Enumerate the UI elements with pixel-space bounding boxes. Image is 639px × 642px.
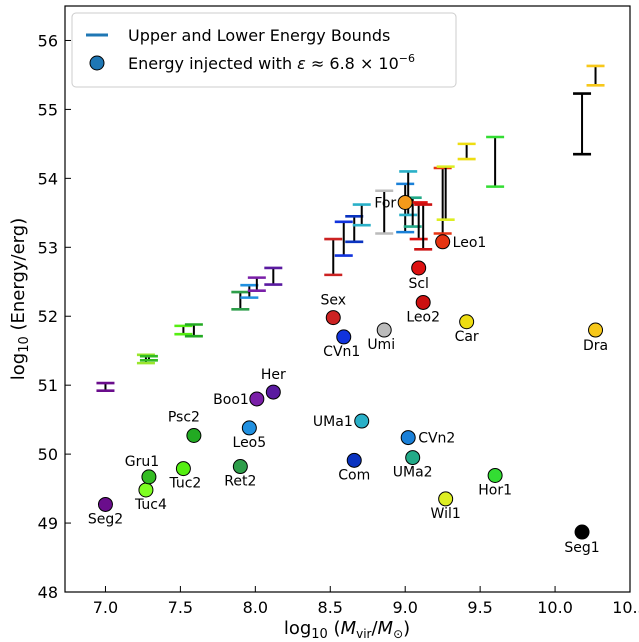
x-tick-label: 8.0 [243, 598, 268, 617]
point-label: Tuc2 [168, 476, 201, 492]
y-tick-label: 51 [38, 376, 58, 395]
point-label: Gru1 [125, 454, 159, 470]
point-cvn1 [336, 329, 352, 345]
energy-bound-bar [486, 135, 505, 188]
point-label: Psc2 [168, 410, 200, 426]
point-label: UMa2 [393, 465, 433, 481]
point-uma1 [354, 413, 370, 429]
point-scl [411, 260, 427, 276]
energy-bound-bar [586, 64, 605, 87]
y-axis-label: log10 (Energy/erg) [8, 218, 32, 380]
point-label: Seg2 [88, 511, 123, 527]
point-label: Car [455, 329, 479, 345]
point-sex [325, 310, 341, 326]
point-her [265, 384, 281, 400]
point-label: UMa1 [313, 414, 353, 430]
point-label: CVn2 [418, 431, 455, 447]
point-leo1 [435, 234, 451, 250]
point-cvn2 [400, 430, 416, 446]
y-tick-label: 48 [38, 583, 58, 602]
point-leo2 [415, 294, 431, 310]
energy-bound-bar [174, 324, 193, 336]
point-wil1 [438, 491, 454, 507]
point-umi [376, 322, 392, 338]
x-tick-label: 7.5 [168, 598, 193, 617]
energy-bound-bar [231, 290, 250, 311]
point-label: Wil1 [431, 506, 461, 522]
point-boo1 [249, 391, 265, 407]
energy-bound-bar [334, 220, 353, 257]
y-tick-label: 53 [38, 238, 58, 257]
point-label: Tuc4 [134, 497, 167, 513]
chart-marks: Seg2 Tuc4 Gru1 Tuc2 Psc2 Ret2 Leo5 Boo1 Her Sex CV… [88, 64, 608, 556]
x-axis: 7.0 7.5 8.0 8.5 9.0 9.5 10.0 10.5 [93, 586, 639, 617]
energy-bound-bar [457, 142, 476, 161]
point-car [459, 314, 475, 330]
y-tick-label: 52 [38, 307, 58, 326]
point-dra [588, 322, 604, 338]
point-label: Her [261, 367, 286, 383]
point-label: Sex [320, 293, 346, 309]
legend-box [71, 12, 457, 88]
point-hor1 [487, 467, 503, 483]
point-label: Leo1 [453, 235, 487, 251]
x-tick-label: 7.0 [93, 598, 118, 617]
point-label: Leo5 [233, 435, 267, 451]
y-tick-label: 50 [38, 445, 58, 464]
point-label: Umi [367, 337, 395, 353]
energy-bound-bar [264, 266, 283, 286]
energy-bound-bar [139, 354, 158, 362]
y-axis: 48 49 50 51 52 53 54 55 56 [38, 31, 71, 602]
energy-bound-bar [184, 323, 203, 338]
point-leo5 [241, 420, 257, 436]
energy-bound-bar [414, 203, 433, 251]
point-label: Boo1 [213, 392, 249, 408]
energy-bound-bar [247, 276, 266, 293]
point-label: Seg1 [564, 540, 599, 556]
point-label: For [374, 195, 396, 211]
energy-bound-bar [345, 214, 364, 244]
energy-bound-bar [324, 237, 343, 277]
point-tuc4 [138, 482, 154, 498]
point-uma2 [405, 450, 421, 466]
point-ret2 [232, 459, 248, 475]
energy-bound-bar [433, 166, 452, 235]
energy-bound-bar [375, 189, 394, 235]
energy-bound-bar [573, 92, 592, 156]
x-tick-label: 9.5 [467, 598, 492, 617]
point-tuc2 [175, 461, 191, 477]
point-psc2 [186, 428, 202, 444]
legend-label-energy: Energy injected with ε ≈ 6.8 × 10−6 [128, 52, 415, 73]
legend-label-bounds: Upper and Lower Energy Bounds [128, 26, 390, 45]
x-axis-label: log10 (Mvir/M⊙) [284, 618, 410, 642]
point-label: Hor1 [478, 482, 512, 498]
legend-circle-icon [89, 55, 105, 71]
energy-bound-bar [96, 381, 115, 392]
x-tick-label: 10.0 [537, 598, 573, 617]
point-label: Dra [583, 338, 608, 354]
energy-bound-bar [352, 203, 371, 227]
point-for [397, 194, 413, 210]
plot-frame [64, 5, 631, 593]
point-label: Ret2 [224, 474, 256, 490]
point-com [346, 452, 362, 468]
point-label: Leo2 [406, 309, 440, 325]
x-tick-label: 10.5 [612, 598, 639, 617]
point-label: Scl [408, 276, 428, 292]
x-tick-label: 9.0 [392, 598, 417, 617]
point-label: CVn1 [323, 344, 360, 360]
point-gru1 [141, 469, 157, 485]
energy-bound-bar [436, 165, 455, 222]
legend: Upper and Lower Energy Bounds Energy inj… [71, 12, 457, 88]
point-seg2 [97, 496, 113, 512]
point-label: Com [338, 467, 370, 483]
x-tick-label: 8.5 [318, 598, 343, 617]
y-tick-label: 54 [38, 169, 58, 188]
y-tick-label: 56 [38, 31, 58, 50]
point-seg1 [574, 524, 590, 540]
y-tick-label: 55 [38, 100, 58, 119]
y-tick-label: 49 [38, 514, 58, 533]
